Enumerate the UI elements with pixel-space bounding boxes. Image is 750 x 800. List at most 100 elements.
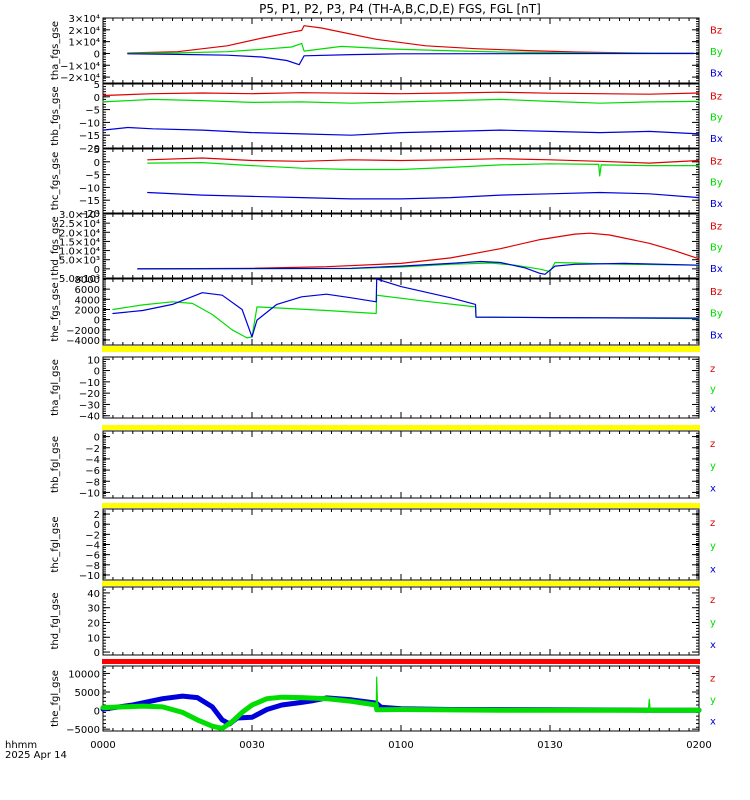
series-y xyxy=(100,694,702,731)
y-tick-label: −20 xyxy=(79,209,100,220)
panel-thb_fgs_gse: 5 0 −5−10 −15 −20 thb_fgs_gse Bz By Bx xyxy=(50,80,723,155)
y-tick-label: −5000 xyxy=(66,725,100,736)
panel-frame xyxy=(102,586,700,656)
panel-frame xyxy=(102,278,700,346)
panel-thb_fgl_gse: 0−2−4−6−8−10 thb_fgl_gse zyx xyxy=(50,430,716,499)
x-tick-label: 0130 xyxy=(537,740,562,751)
y-axis-label: thb_fgs_gse xyxy=(50,86,61,145)
y-tick-label: −2000 xyxy=(66,326,100,337)
legend-y: y xyxy=(710,618,716,629)
y-tick-label: −15 xyxy=(79,196,100,207)
legend-z: z xyxy=(710,674,715,685)
y-axis-label: thb_fgl_gse xyxy=(50,436,61,493)
legend-x: x xyxy=(710,483,716,494)
y-tick-label: −5 xyxy=(85,106,100,117)
legend-x: x xyxy=(710,565,716,576)
legend-y: y xyxy=(710,384,716,395)
y-tick-label: 1.0×10⁴ xyxy=(59,247,100,258)
y-tick-label: 3.0×10⁴ xyxy=(59,210,100,221)
y-axis-label: thd_fgl_gse xyxy=(50,593,61,650)
time-axis: hhmm 2025 Apr 14 0000 0030 0100 0130 0200 xyxy=(5,740,712,761)
y-tick-label: 0 xyxy=(94,707,100,718)
y-tick-label: 10 xyxy=(87,355,100,366)
y-axis-label: the_fgl_gse xyxy=(50,670,61,727)
separator-bar xyxy=(102,346,700,352)
y-tick-label: −8 xyxy=(85,561,100,572)
y-tick-label: 0 xyxy=(94,648,100,659)
series-By xyxy=(112,294,700,339)
panel-thc_fgs_gse: 5 0 −5−10 −15 −20 thc_fgs_gse Bz By Bx xyxy=(50,145,723,220)
series-z xyxy=(375,676,651,712)
legend-By: By xyxy=(710,309,723,320)
panel-frame xyxy=(102,508,700,581)
legend-z: z xyxy=(710,595,715,606)
y-tick-label: 0 xyxy=(94,520,100,531)
panel-the_fgl_gse: 10000 5000 0 −5000 the_fgl_gse zyx xyxy=(50,665,716,736)
y-tick-label: −4 xyxy=(85,541,100,552)
y-tick-label: 20 xyxy=(87,618,100,629)
y-axis-label: tha_fgl_gse xyxy=(50,359,61,416)
y-tick-label: −4000 xyxy=(66,336,100,347)
series-By xyxy=(137,261,700,273)
figure-title: P5, P1, P2, P3, P4 (TH-A,B,C,D,E) FGS, F… xyxy=(259,2,541,16)
series-By xyxy=(147,162,700,177)
y-tick-label: 8000 xyxy=(75,275,100,286)
y-tick-label: −20 xyxy=(79,144,100,155)
series-Bx xyxy=(102,126,700,136)
panel-thc_fgl_gse: 20−2−4−6−8−10 thc_fgl_gse z y x xyxy=(50,508,716,582)
y-tick-label: 5.0×10³ xyxy=(59,256,100,267)
y-axis-label: thc_fgl_gse xyxy=(50,516,61,572)
y-tick-label: 5 xyxy=(94,145,100,156)
y-tick-label: 2 xyxy=(94,510,100,521)
x-tick-label: 0200 xyxy=(686,740,711,751)
y-tick-label: −2 xyxy=(85,444,100,455)
legend-By: By xyxy=(710,243,723,254)
y-tick-label: −1×10⁴ xyxy=(60,61,100,72)
y-tick-label: −30 xyxy=(79,400,100,411)
y-tick-label: 2000 xyxy=(75,305,100,316)
y-axis-label: thd_fgs_gse xyxy=(50,216,61,275)
legend-Bz: Bz xyxy=(710,157,722,168)
series-Bz xyxy=(147,157,700,164)
y-axis-label: the_fgs_gse xyxy=(50,282,61,341)
y-tick-label: −8 xyxy=(85,477,100,488)
y-tick-label: −15 xyxy=(79,131,100,142)
y-tick-label: 6000 xyxy=(75,285,100,296)
y-tick-label: 0 xyxy=(94,367,100,378)
series-By xyxy=(102,98,700,104)
y-tick-label: −10 xyxy=(79,571,100,582)
y-tick-label: −10 xyxy=(79,378,100,389)
x-tick-label: 0100 xyxy=(388,740,413,751)
y-tick-label: 1×10⁴ xyxy=(69,38,100,49)
x-axis-label-date: 2025 Apr 14 xyxy=(5,750,67,761)
panel-frame xyxy=(102,356,700,419)
series-Bz xyxy=(102,91,700,97)
separator-bar xyxy=(102,659,700,664)
y-tick-label: 1.5×10⁴ xyxy=(59,237,100,248)
legend-Bx: Bx xyxy=(710,264,723,275)
legend-z: z xyxy=(710,439,715,450)
legend-Bz: Bz xyxy=(710,222,722,233)
y-tick-label: −6 xyxy=(85,466,100,477)
series-By xyxy=(127,42,695,54)
y-tick-label: 30 xyxy=(87,604,100,615)
series-Bz xyxy=(137,232,700,270)
legend-By: By xyxy=(710,178,723,189)
legend-Bx: Bx xyxy=(710,69,723,80)
y-axis-label: tha_fgs_gse xyxy=(50,21,61,80)
series-Bx xyxy=(137,260,700,275)
y-tick-label: 10000 xyxy=(68,669,100,680)
panel-thd_fgl_gse: 40 30 20 10 0 thd_fgl_gse z yx xyxy=(50,586,716,659)
series-Bx xyxy=(147,191,700,200)
y-tick-label: 0 xyxy=(94,158,100,169)
series-Bx xyxy=(127,52,695,66)
y-tick-label: 0 xyxy=(94,265,100,276)
legend-y: y xyxy=(710,695,716,706)
legend-By: By xyxy=(710,47,723,58)
y-tick-label: −10 xyxy=(79,488,100,499)
series-Bx xyxy=(112,278,700,338)
y-tick-label: 0 xyxy=(94,49,100,60)
